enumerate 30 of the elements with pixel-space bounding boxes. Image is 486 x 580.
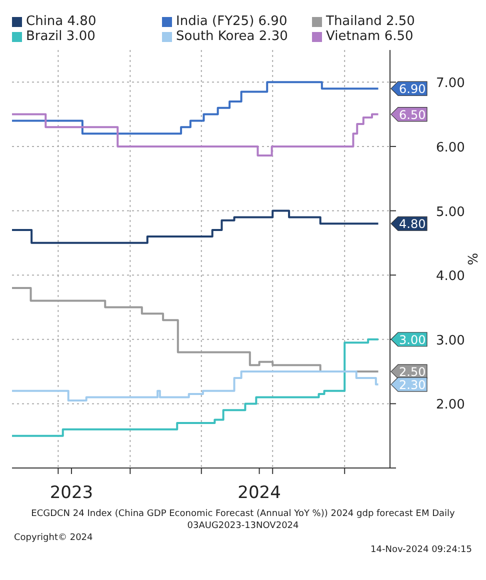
y-tick-label: 4.00: [436, 269, 465, 284]
data-label: 2.30: [399, 378, 426, 392]
legend-label: South Korea: [176, 29, 255, 44]
y-tick-label: 5.00: [436, 204, 465, 220]
x-tick-label: 2024: [238, 483, 281, 503]
legend-label: Thailand: [326, 14, 382, 29]
legend-label: Vietnam: [326, 29, 380, 44]
data-label: 2.50: [399, 365, 426, 380]
text: 6.50: [384, 29, 414, 44]
text: ECGDCN 24 Index (China GDP Economic Forecast (Annual YoY %)) 2024 gdp forecast EM Daily 03AUG2023-13NOV2024: [30, 508, 456, 532]
legend-label: India (FY25): [176, 14, 254, 29]
y-axis-title: %: [464, 252, 479, 266]
text: Copyright© 2024: [14, 532, 94, 544]
data-label: 4.80: [399, 217, 426, 232]
legend-label: China: [26, 14, 64, 29]
text: 6.90: [258, 14, 288, 29]
text: 14-Nov-2024 09:24:15: [370, 544, 472, 556]
y-tick-label: 6.00: [436, 140, 465, 156]
data-label: 6.50: [399, 108, 426, 122]
text: 4.80: [67, 14, 96, 29]
y-tick-label: 3.00: [436, 333, 465, 348]
x-tick-label: 2023: [50, 483, 94, 503]
legend-label: Brazil: [26, 29, 62, 44]
text: 2.30: [258, 29, 288, 44]
data-label: 6.90: [399, 82, 426, 96]
text: 3.00: [66, 29, 96, 44]
data-label: 3.00: [399, 332, 426, 347]
text: 2.50: [386, 14, 415, 29]
y-tick-label: 7.00: [436, 76, 465, 92]
y-tick-label: 2.00: [436, 398, 465, 413]
